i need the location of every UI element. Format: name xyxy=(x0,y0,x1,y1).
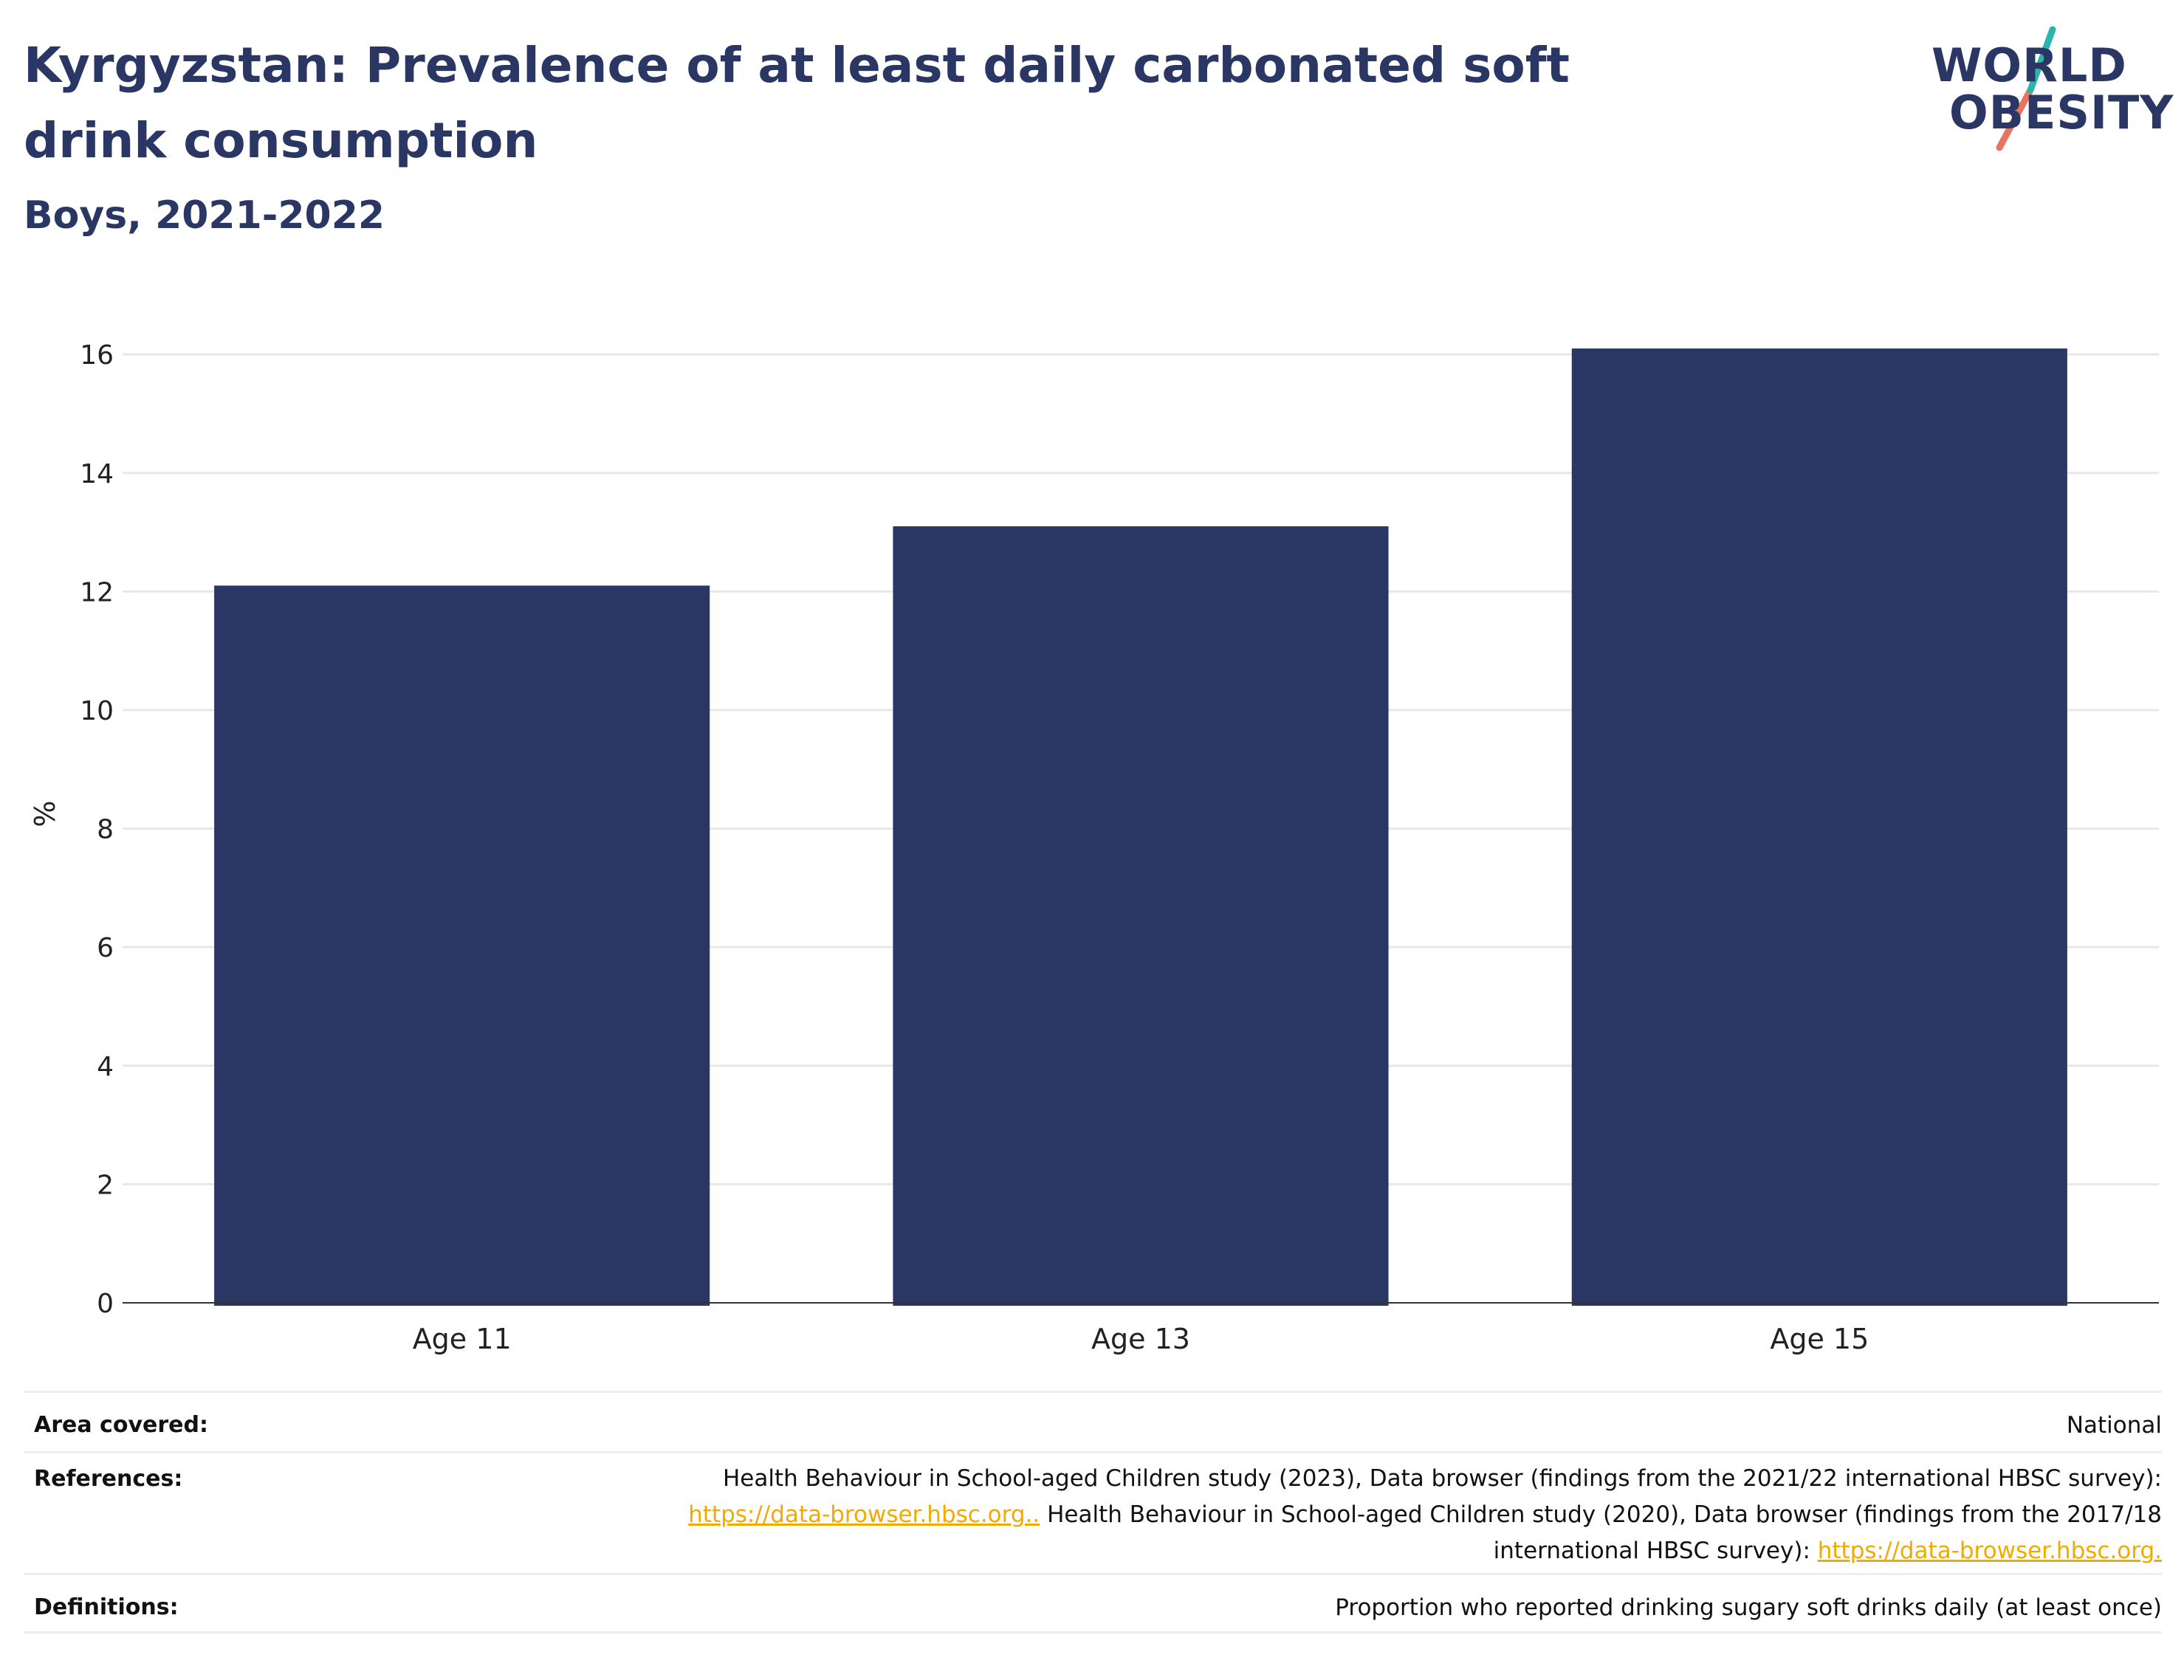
bar-age-13 xyxy=(893,526,1389,1306)
x-axis-ticks: Age 11 Age 13 Age 15 xyxy=(413,1323,1869,1355)
x-tick-label: Age 15 xyxy=(1770,1323,1869,1355)
area-label: Area covered: xyxy=(34,1412,208,1438)
reference-link-1[interactable]: https://data-browser.hbsc.org.. xyxy=(688,1501,1040,1528)
chart-title: Kyrgyzstan: Prevalence of at least daily… xyxy=(24,37,1570,169)
reference-text-3: international HBSC survey): xyxy=(1493,1538,1818,1564)
info-table: Area covered: National References: Healt… xyxy=(24,1391,2162,1633)
definitions-value: Proportion who reported drinking sugary … xyxy=(1335,1594,2162,1621)
definitions-label: Definitions: xyxy=(34,1594,179,1620)
world-obesity-logo: WORLD OBESITY xyxy=(1920,22,2174,155)
logo-word-obesity: OBESITY xyxy=(1949,86,2174,140)
y-tick-label: 12 xyxy=(80,577,114,607)
info-row-definitions: Definitions: Proportion who reported dri… xyxy=(24,1573,2162,1633)
bar-age-11 xyxy=(214,585,710,1306)
bar-age-15 xyxy=(1571,348,2067,1306)
y-tick-label: 10 xyxy=(80,696,114,726)
y-tick-label: 2 xyxy=(97,1170,114,1200)
reference-text-1: Health Behaviour in School-aged Children… xyxy=(723,1465,2162,1492)
area-value: National xyxy=(2066,1412,2162,1439)
info-row-area: Area covered: National xyxy=(24,1391,2162,1451)
chart-subtitle: Boys, 2021-2022 xyxy=(24,193,385,238)
bar-chart: 0 2 4 6 8 10 12 14 16 Age 11 Age 13 Age 15 % xyxy=(29,340,2159,1355)
y-tick-label: 4 xyxy=(97,1052,114,1082)
logo-slash-icon xyxy=(1996,26,2056,151)
y-tick-label: 16 xyxy=(80,340,114,371)
bars xyxy=(214,348,2067,1306)
references-label: References: xyxy=(34,1466,183,1492)
y-axis-label: % xyxy=(29,800,61,827)
x-tick-label: Age 13 xyxy=(1091,1323,1190,1355)
y-tick-label: 14 xyxy=(80,459,114,489)
y-axis-ticks: 0 2 4 6 8 10 12 14 16 xyxy=(80,340,114,1319)
info-row-references: References: Health Behaviour in School-a… xyxy=(24,1451,2162,1573)
y-tick-label: 6 xyxy=(97,933,114,963)
logo-word-world: WORLD xyxy=(1931,38,2127,92)
reference-text-2: Health Behaviour in School-aged Children… xyxy=(1040,1501,2162,1528)
references-value: Health Behaviour in School-aged Children… xyxy=(688,1461,2162,1569)
y-tick-label: 8 xyxy=(97,815,114,845)
x-tick-label: Age 11 xyxy=(413,1323,512,1355)
y-tick-label: 0 xyxy=(97,1289,114,1319)
reference-link-2[interactable]: https://data-browser.hbsc.org. xyxy=(1817,1538,2162,1564)
